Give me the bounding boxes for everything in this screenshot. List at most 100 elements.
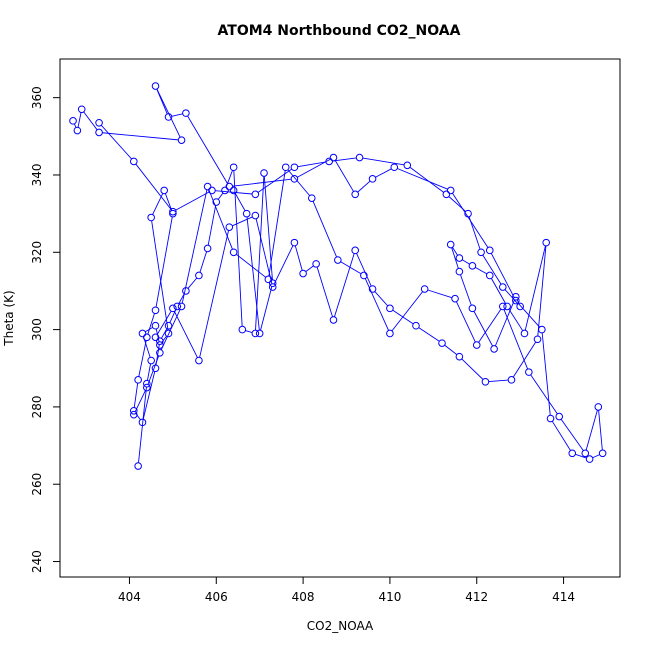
series-segment xyxy=(175,191,210,211)
data-point xyxy=(594,403,603,411)
series-segment xyxy=(494,299,515,347)
data-point xyxy=(368,175,377,183)
data-point xyxy=(138,329,147,338)
series-segment xyxy=(456,301,476,343)
series-segment xyxy=(133,383,139,408)
data-point xyxy=(129,410,138,419)
series-segment xyxy=(503,309,529,370)
data-point xyxy=(420,285,429,293)
data-point xyxy=(129,157,138,166)
series-segment xyxy=(151,220,169,331)
data-point xyxy=(143,379,151,388)
series-segment xyxy=(147,355,160,385)
series-segment xyxy=(155,328,160,342)
series-segment xyxy=(260,286,273,331)
series-segment xyxy=(598,410,603,451)
series-segment xyxy=(375,168,392,178)
x-axis-label: CO2_NOAA xyxy=(307,619,374,633)
y-tick-label: 360 xyxy=(30,86,44,109)
data-point xyxy=(455,267,464,276)
data-point xyxy=(156,348,164,357)
data-point xyxy=(512,292,520,301)
series-segment xyxy=(138,340,147,377)
data-point xyxy=(403,161,412,170)
series-segment xyxy=(473,311,493,347)
data-point xyxy=(386,304,394,313)
series-segment xyxy=(334,253,355,317)
series-segment xyxy=(181,189,208,304)
data-point xyxy=(503,302,511,311)
series-segment xyxy=(409,166,444,193)
data-point xyxy=(238,325,247,334)
series-segment xyxy=(488,379,509,382)
series-segment xyxy=(448,196,466,212)
x-tick-label: 406 xyxy=(205,590,228,604)
data-point xyxy=(138,418,147,427)
series-segment xyxy=(135,413,141,421)
data-point xyxy=(325,157,333,166)
series-segment xyxy=(460,274,472,306)
data-point xyxy=(203,244,212,253)
data-point xyxy=(472,341,481,349)
data-point xyxy=(485,246,494,255)
y-tick-label: 340 xyxy=(30,164,44,187)
data-point xyxy=(290,175,299,183)
data-point xyxy=(255,329,264,338)
data-point xyxy=(225,223,234,231)
series-segment xyxy=(444,344,458,355)
data-point xyxy=(442,190,451,199)
y-axis: 240 260 280 300 320 340 360 xyxy=(30,86,61,573)
series-segment xyxy=(208,189,233,250)
data-point xyxy=(268,279,277,288)
data-point xyxy=(147,213,155,222)
series-segment xyxy=(530,374,558,415)
data-point xyxy=(160,186,168,195)
data-point xyxy=(598,449,607,458)
data-point xyxy=(520,329,529,338)
y-tick-label: 300 xyxy=(30,318,44,341)
data-point xyxy=(546,414,555,423)
x-axis: 404 406 408 410 412 414 xyxy=(118,576,575,604)
data-point xyxy=(568,449,577,458)
y-tick-label: 320 xyxy=(30,241,44,264)
data-point xyxy=(451,294,459,303)
data-point xyxy=(221,186,229,195)
series-segment xyxy=(207,205,217,246)
data-point xyxy=(251,329,260,338)
series xyxy=(129,163,277,470)
series-segment xyxy=(340,261,362,275)
series-segment xyxy=(482,254,502,285)
data-point xyxy=(464,209,472,218)
data-point xyxy=(290,238,299,247)
series-segment xyxy=(294,245,303,271)
data-point xyxy=(134,376,142,384)
series-segment xyxy=(225,170,233,188)
data-point xyxy=(208,186,216,195)
series-segment xyxy=(508,308,524,331)
y-tick-label: 280 xyxy=(30,395,44,418)
data-point xyxy=(177,136,186,144)
series-segment xyxy=(391,291,423,332)
data-point xyxy=(386,329,394,338)
data-point xyxy=(355,153,364,162)
data-point xyxy=(129,406,138,415)
data-point xyxy=(581,449,590,458)
data-point xyxy=(507,376,516,384)
series-segment xyxy=(173,311,198,358)
series-segment xyxy=(134,390,146,412)
series-segment xyxy=(156,88,181,138)
series-segment xyxy=(255,218,273,284)
data-point xyxy=(438,339,446,347)
data-point xyxy=(164,113,173,121)
data-point xyxy=(498,283,507,291)
data-point xyxy=(195,271,203,280)
series-segment xyxy=(135,163,172,210)
data-point xyxy=(468,262,477,270)
series-segment xyxy=(156,310,172,335)
x-tick-label: 414 xyxy=(552,590,575,604)
series-segment xyxy=(592,454,600,459)
data-point xyxy=(156,337,164,345)
data-point xyxy=(498,302,507,311)
data-point xyxy=(329,316,338,324)
series-segment xyxy=(551,421,571,451)
